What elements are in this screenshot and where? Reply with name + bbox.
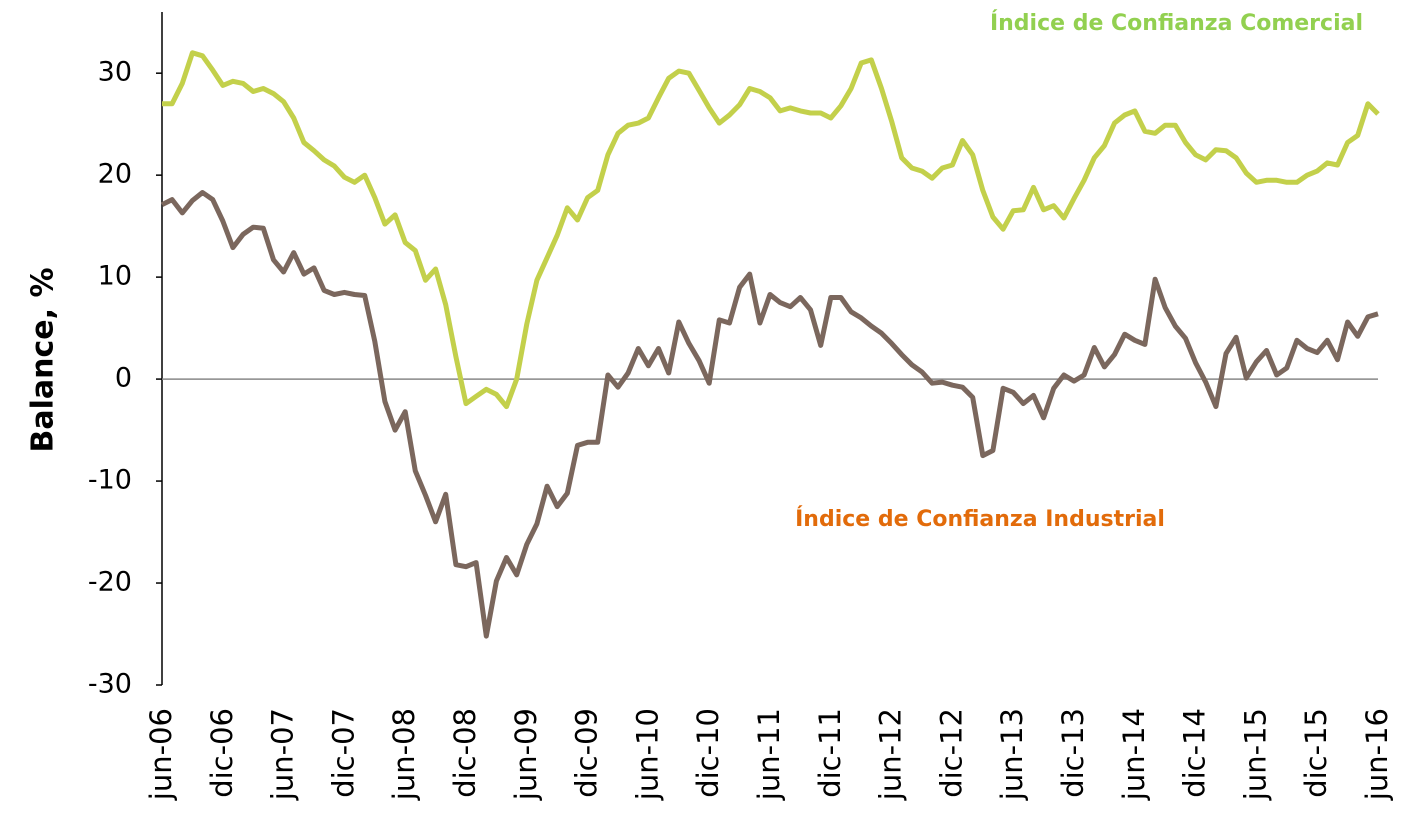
x-tick-label: dic-10 [691, 708, 725, 798]
x-tick-label: jun-10 [630, 708, 664, 801]
x-tick-label: dic-12 [934, 708, 968, 798]
y-tick-label: -10 [88, 465, 132, 496]
x-tick-label: dic-09 [570, 708, 604, 798]
y-axis-label: Balance, % [26, 267, 61, 452]
x-tick-label: jun-11 [752, 708, 786, 801]
x-tick-label: jun-13 [995, 708, 1029, 801]
series-label: Índice de Confianza Comercial [990, 10, 1363, 36]
x-tick-label: jun-14 [1117, 708, 1151, 801]
y-tick-label: -30 [88, 669, 132, 700]
x-tick-label: dic-15 [1299, 708, 1333, 798]
x-tick-label: dic-06 [205, 708, 239, 798]
x-tick-label: jun-09 [509, 708, 543, 801]
x-tick-label: jun-07 [266, 708, 300, 801]
x-tick-label: dic-13 [1056, 708, 1090, 798]
y-tick-label: 20 [98, 159, 132, 190]
x-tick-label: jun-15 [1238, 708, 1272, 801]
series-line [162, 50, 1380, 410]
x-tick-label: dic-14 [1178, 708, 1212, 798]
series-label: Índice de Confianza Industrial [795, 506, 1165, 532]
x-tick-label: dic-07 [326, 708, 360, 798]
x-tick-label: dic-08 [448, 708, 482, 798]
x-tick-label: dic-11 [813, 708, 847, 798]
series-line [160, 190, 1379, 639]
x-tick-label: jun-06 [144, 708, 178, 801]
x-tick-label: jun-08 [387, 708, 421, 801]
x-tick-label: jun-16 [1360, 708, 1394, 801]
y-tick-label: 30 [98, 57, 132, 88]
x-tick-label: jun-12 [874, 708, 908, 801]
y-tick-label: 0 [115, 363, 132, 394]
y-tick-label: 10 [98, 261, 132, 292]
y-tick-label: -20 [88, 567, 132, 598]
